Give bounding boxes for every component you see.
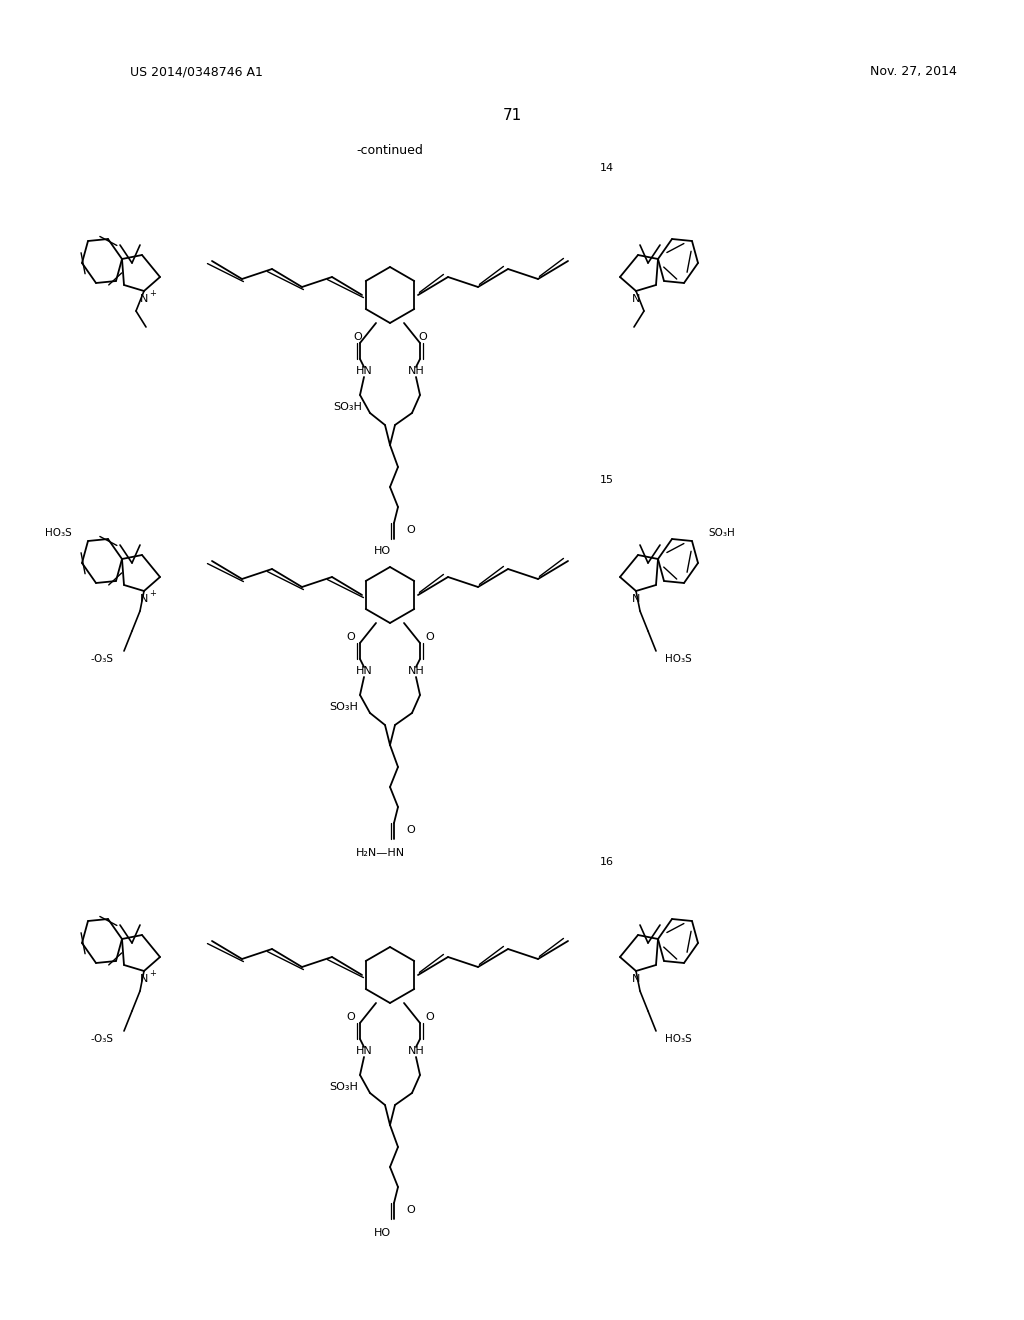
Text: NH: NH bbox=[408, 667, 424, 676]
Text: SO₃H: SO₃H bbox=[330, 702, 358, 711]
Text: US 2014/0348746 A1: US 2014/0348746 A1 bbox=[130, 66, 263, 78]
Text: HO₃S: HO₃S bbox=[665, 1034, 691, 1044]
Text: N: N bbox=[140, 294, 148, 304]
Text: H₂N—HN: H₂N—HN bbox=[355, 847, 404, 858]
Text: -O₃S: -O₃S bbox=[90, 653, 114, 664]
Text: +: + bbox=[150, 589, 157, 598]
Text: HO: HO bbox=[374, 546, 390, 556]
Text: N: N bbox=[140, 974, 148, 983]
Text: -continued: -continued bbox=[356, 144, 424, 157]
Text: -O₃S: -O₃S bbox=[90, 1034, 114, 1044]
Text: Nov. 27, 2014: Nov. 27, 2014 bbox=[870, 66, 956, 78]
Text: SO₃H: SO₃H bbox=[708, 528, 735, 539]
Text: O: O bbox=[346, 1012, 355, 1022]
Text: SO₃H: SO₃H bbox=[330, 1082, 358, 1092]
Text: 16: 16 bbox=[600, 857, 614, 867]
Text: O: O bbox=[346, 632, 355, 642]
Text: +: + bbox=[150, 969, 157, 978]
Text: O: O bbox=[406, 1205, 415, 1214]
Text: O: O bbox=[353, 333, 362, 342]
Text: HN: HN bbox=[355, 667, 373, 676]
Text: HN: HN bbox=[355, 366, 373, 376]
Text: N: N bbox=[632, 594, 640, 605]
Text: NH: NH bbox=[408, 1045, 424, 1056]
Text: O: O bbox=[406, 825, 415, 836]
Text: SO₃H: SO₃H bbox=[334, 403, 362, 412]
Text: 15: 15 bbox=[600, 475, 614, 484]
Text: 14: 14 bbox=[600, 162, 614, 173]
Text: HO: HO bbox=[374, 1228, 390, 1238]
Text: N: N bbox=[632, 974, 640, 983]
Text: O: O bbox=[406, 525, 415, 535]
Text: 71: 71 bbox=[503, 107, 521, 123]
Text: O: O bbox=[418, 333, 427, 342]
Text: O: O bbox=[425, 1012, 434, 1022]
Text: HO₃S: HO₃S bbox=[45, 528, 72, 539]
Text: +: + bbox=[150, 289, 157, 297]
Text: HO₃S: HO₃S bbox=[665, 653, 691, 664]
Text: N: N bbox=[140, 594, 148, 605]
Text: O: O bbox=[425, 632, 434, 642]
Text: NH: NH bbox=[408, 366, 424, 376]
Text: N: N bbox=[632, 294, 640, 304]
Text: HN: HN bbox=[355, 1045, 373, 1056]
